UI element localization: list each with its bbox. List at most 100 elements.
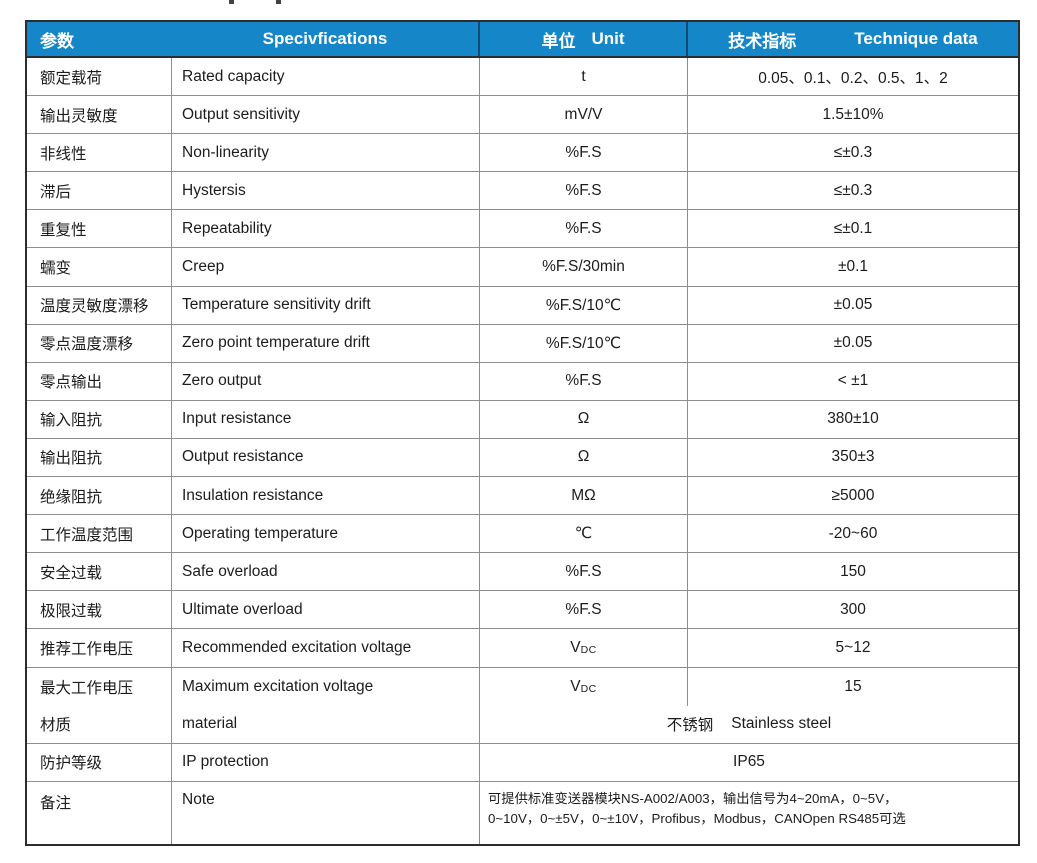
param-cell: 备注	[27, 781, 172, 844]
unit-cell: %F.S	[480, 362, 688, 400]
spec-cell: Safe overload	[172, 553, 480, 591]
unit-cell: V DC	[480, 629, 688, 667]
table-row: 零点输出 Zero output %F.S < ±1	[27, 362, 1018, 401]
table-row: 输入阻抗 Input resistance Ω 380±10	[27, 400, 1018, 439]
value-cell: ≤±0.3	[833, 143, 873, 161]
param-cell: 非线性	[27, 134, 172, 172]
spec-cell: Output sensitivity	[172, 96, 480, 134]
header-technique-data: 技术指标 Technique data	[688, 22, 1018, 56]
table-row: 零点温度漂移 Zero point temperature drift %F.S…	[27, 324, 1018, 363]
unit-cell: MΩ	[480, 477, 688, 515]
spec-cell: IP protection	[172, 743, 480, 781]
unit-cell: %F.S	[480, 210, 688, 248]
value-cell: 0.05、0.1、0.2、0.5、1、2	[758, 69, 948, 87]
value-cell: < ±1	[837, 372, 869, 390]
spec-cell: Ultimate overload	[172, 591, 480, 629]
table-row: 绝缘阻抗 Insulation resistance MΩ ≥5000	[27, 477, 1018, 516]
spec-cell: Hystersis	[172, 172, 480, 210]
param-cell: 防护等级	[27, 743, 172, 781]
param-cell: 材质	[27, 705, 172, 743]
param-cell: 输出灵敏度	[27, 96, 172, 134]
note-text-cell: 可提供标准变送器模块NS-A002/A003，输出信号为4~20mA，0~5V，…	[480, 782, 1018, 844]
header-spec-label: Specivfications	[262, 29, 388, 48]
param-cell: 工作温度范围	[27, 515, 172, 553]
param-cell: 推荐工作电压	[27, 629, 172, 667]
table-row: 温度灵敏度漂移 Temperature sensitivity drift %F…	[27, 286, 1018, 325]
value-cell: ±0.05	[833, 334, 873, 352]
header-unit-cn: 单位	[541, 31, 576, 51]
unit-cell: %F.S	[480, 172, 688, 210]
header-specifications: Specivfications	[172, 22, 480, 56]
spec-cell: Repeatability	[172, 210, 480, 248]
unit-cell: %F.S	[480, 134, 688, 172]
merged-value-cell: 不锈钢 Stainless steel	[666, 715, 832, 735]
table-row: 输出阻抗 Output resistance Ω 350±3	[27, 438, 1018, 478]
param-cell: 零点输出	[27, 362, 172, 400]
table-row: 工作温度范围 Operating temperature ℃ -20~60	[27, 515, 1018, 554]
unit-subscript: DC	[580, 643, 597, 656]
header-param-label: 参数	[40, 31, 74, 51]
table-row: 非线性 Non-linearity %F.S ≤±0.3	[27, 134, 1018, 173]
table-row: 重复性 Repeatability %F.S ≤±0.1	[27, 210, 1018, 249]
unit-cell: %F.S/10℃	[480, 324, 688, 362]
value-cell: -20~60	[828, 524, 878, 542]
spec-cell: Creep	[172, 248, 480, 286]
table-row: 额定载荷 Rated capacity t 0.05、0.1、0.2、0.5、1…	[27, 58, 1018, 97]
spec-cell: Output resistance	[172, 438, 480, 477]
value-cell: 300	[840, 600, 866, 618]
header-tech-cn: 技术指标	[728, 31, 797, 51]
value-cell: ≤±0.1	[833, 219, 873, 237]
header-unit-en: Unit	[591, 29, 625, 48]
table-row: 极限过载 Ultimate overload %F.S 300	[27, 591, 1018, 630]
param-cell: 额定载荷	[27, 58, 172, 96]
spec-cell: Note	[172, 781, 480, 844]
spec-cell: Non-linearity	[172, 134, 480, 172]
header-param: 参数	[27, 22, 172, 56]
unit-cell: ℃	[480, 515, 688, 553]
spec-cell: Rated capacity	[172, 58, 480, 96]
unit-cell: %F.S/30min	[480, 248, 688, 286]
note-line-2: 0~10V，0~±5V，0~±10V，Profibus，Modbus，CANOp…	[488, 811, 906, 827]
spec-cell: Temperature sensitivity drift	[172, 286, 480, 324]
value-cell: ±0.05	[833, 296, 873, 314]
unit-cell: %F.S	[480, 553, 688, 591]
cropped-text-artifact	[276, 0, 281, 4]
param-cell: 重复性	[27, 210, 172, 248]
param-cell: 零点温度漂移	[27, 324, 172, 362]
param-cell: 输出阻抗	[27, 438, 172, 477]
unit-cell: t	[480, 58, 688, 96]
table-row-ip-protection: 防护等级 IP protection IP65	[27, 743, 1018, 782]
value-cell: ≤±0.3	[833, 181, 873, 199]
value-cell: ≥5000	[831, 486, 875, 504]
value-cell: 1.5±10%	[822, 105, 884, 123]
table-header-row: 参数 Specivfications 单位 Unit 技术指标 Techniqu…	[27, 22, 1018, 58]
unit-subscript: DC	[580, 682, 597, 695]
spec-cell: material	[172, 705, 480, 743]
param-cell: 绝缘阻抗	[27, 477, 172, 515]
spec-cell: Insulation resistance	[172, 477, 480, 515]
unit-cell: Ω	[480, 400, 688, 438]
param-cell: 温度灵敏度漂移	[27, 286, 172, 324]
table-row-note: 备注 Note 可提供标准变送器模块NS-A002/A003，输出信号为4~20…	[27, 781, 1018, 844]
header-tech-en: Technique data	[854, 29, 978, 48]
param-cell: 最大工作电压	[27, 667, 172, 706]
param-cell: 极限过载	[27, 591, 172, 629]
note-line-1: 可提供标准变送器模块NS-A002/A003，输出信号为4~20mA，0~5V，	[488, 790, 898, 806]
spec-cell: Input resistance	[172, 400, 480, 438]
unit-cell: V DC	[480, 667, 688, 706]
header-unit: 单位 Unit	[480, 22, 688, 56]
table-row: 输出灵敏度 Output sensitivity mV/V 1.5±10%	[27, 96, 1018, 135]
param-cell: 安全过载	[27, 553, 172, 591]
table-body: 额定载荷 Rated capacity t 0.05、0.1、0.2、0.5、1…	[27, 58, 1018, 706]
table-row: 滞后 Hystersis %F.S ≤±0.3	[27, 172, 1018, 211]
value-cell: 150	[840, 562, 866, 580]
table-row: 最大工作电压 Maximum excitation voltage V DC 15	[27, 667, 1018, 706]
cropped-text-artifact	[229, 0, 234, 4]
value-cell: ±0.1	[837, 258, 869, 276]
table-row: 蠕变 Creep %F.S/30min ±0.1	[27, 248, 1018, 287]
spec-cell: Zero point temperature drift	[172, 324, 480, 362]
unit-cell: Ω	[480, 438, 688, 477]
value-cell: 380±10	[827, 410, 879, 428]
param-cell: 蠕变	[27, 248, 172, 286]
